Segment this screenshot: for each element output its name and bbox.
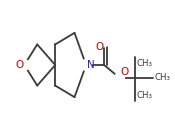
Circle shape [19,60,30,70]
Text: N: N [87,60,94,70]
Text: CH₃: CH₃ [154,73,170,82]
Circle shape [99,37,109,47]
Circle shape [115,73,124,83]
Text: O: O [15,60,24,70]
Text: CH₃: CH₃ [136,91,152,100]
Text: CH₃: CH₃ [136,59,152,68]
Text: O: O [121,67,129,77]
Text: O: O [95,43,103,53]
Circle shape [81,60,92,70]
